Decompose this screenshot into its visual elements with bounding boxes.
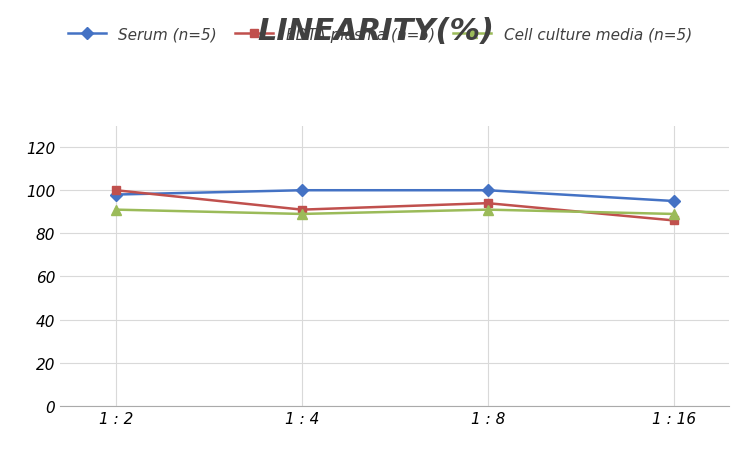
Serum (n=5) — [297, 188, 306, 193]
Line: Cell culture media (n=5): Cell culture media (n=5) — [111, 205, 678, 219]
Line: Serum (n=5): Serum (n=5) — [112, 187, 678, 206]
Cell culture media (n=5) — [484, 207, 493, 213]
Serum (n=5) — [669, 199, 678, 204]
Cell culture media (n=5) — [297, 212, 306, 217]
Serum (n=5) — [111, 193, 120, 198]
EDTA plasma (n=5) — [484, 201, 493, 207]
Serum (n=5) — [484, 188, 493, 193]
Legend: Serum (n=5), EDTA plasma (n=5), Cell culture media (n=5): Serum (n=5), EDTA plasma (n=5), Cell cul… — [68, 28, 692, 42]
EDTA plasma (n=5) — [669, 218, 678, 224]
Line: EDTA plasma (n=5): EDTA plasma (n=5) — [112, 187, 678, 225]
EDTA plasma (n=5) — [111, 188, 120, 193]
Cell culture media (n=5) — [111, 207, 120, 213]
Cell culture media (n=5) — [669, 212, 678, 217]
Text: LINEARITY(%): LINEARITY(%) — [257, 17, 495, 46]
EDTA plasma (n=5) — [297, 207, 306, 213]
